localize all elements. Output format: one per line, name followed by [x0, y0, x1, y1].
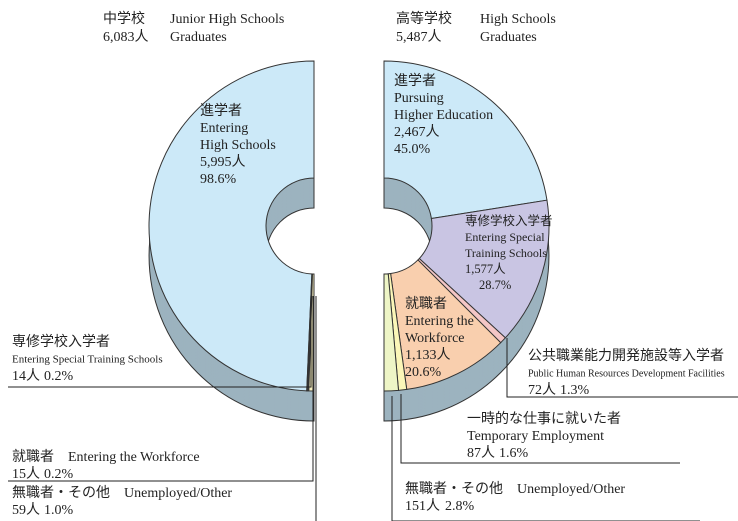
value-label: 98.6%: [200, 172, 237, 187]
value-label: 1.3%: [560, 383, 590, 398]
total: 5,487人: [396, 29, 442, 45]
label: Entering Special Training Schools: [12, 354, 163, 366]
leader-line: [8, 296, 314, 482]
label: Unemployed/Other: [517, 482, 625, 497]
label: Entering the Workforce: [68, 450, 200, 465]
label: Public Human Resources Development Facil…: [528, 368, 725, 379]
title: High Schools: [480, 12, 556, 27]
value-label: 45.0%: [394, 142, 431, 157]
label: 就職者: [12, 449, 54, 465]
segment: [148, 60, 315, 392]
value-label: 2.8%: [445, 499, 475, 514]
label: 無職者・その他: [12, 485, 110, 501]
count-label: 1,577人: [465, 262, 506, 276]
label: Higher Education: [394, 108, 493, 123]
title: 中学校: [103, 10, 145, 27]
label: Workforce: [405, 331, 465, 346]
value-label: 1.6%: [499, 446, 529, 461]
value-label: 0.2%: [44, 369, 74, 384]
label: 専修学校入学者: [12, 333, 110, 350]
count-label: 2,467人: [394, 124, 440, 140]
segment: [383, 60, 548, 220]
label: 公共職業能力開発施設等入学者: [528, 347, 724, 364]
label: Temporary Employment: [467, 429, 604, 444]
count-label: 151人: [405, 498, 440, 514]
label: Unemployed/Other: [124, 486, 232, 501]
value-label: 20.6%: [405, 365, 442, 380]
count-label: 87人: [467, 445, 495, 461]
count-label: 5,995人: [200, 154, 246, 170]
total: 6,083人: [103, 29, 149, 45]
subtitle: Graduates: [170, 30, 227, 45]
label: 無職者・その他: [405, 481, 503, 497]
leader-line: [506, 338, 738, 398]
label: Pursuing: [394, 91, 444, 106]
value-label: 0.2%: [44, 467, 74, 482]
count-label: 15人: [12, 466, 40, 482]
count-label: 59人: [12, 502, 40, 518]
label: Entering the: [405, 314, 474, 329]
label: 進学者: [394, 73, 436, 89]
label: 専修学校入学者: [465, 213, 553, 228]
leader-line: [8, 296, 312, 388]
count-label: 14人: [12, 368, 40, 384]
title: Junior High Schools: [170, 12, 284, 27]
count-label: 1,133人: [405, 347, 451, 363]
label: 進学者: [200, 103, 242, 119]
leader-line: [400, 394, 680, 464]
label: Entering: [200, 121, 248, 136]
title: 高等学校: [396, 10, 452, 27]
label: 一時的な仕事に就いた者: [467, 411, 621, 427]
subtitle: Graduates: [480, 30, 537, 45]
label: Training Schools: [465, 246, 547, 260]
label: Entering Special: [465, 230, 545, 244]
segment: [418, 199, 550, 339]
count-label: 72人: [528, 382, 556, 398]
label: High Schools: [200, 138, 276, 153]
leader-line: [391, 396, 700, 521]
value-label: 28.7%: [479, 278, 511, 292]
value-label: 1.0%: [44, 503, 74, 518]
label: 就職者: [405, 296, 447, 312]
segment: [383, 273, 400, 392]
